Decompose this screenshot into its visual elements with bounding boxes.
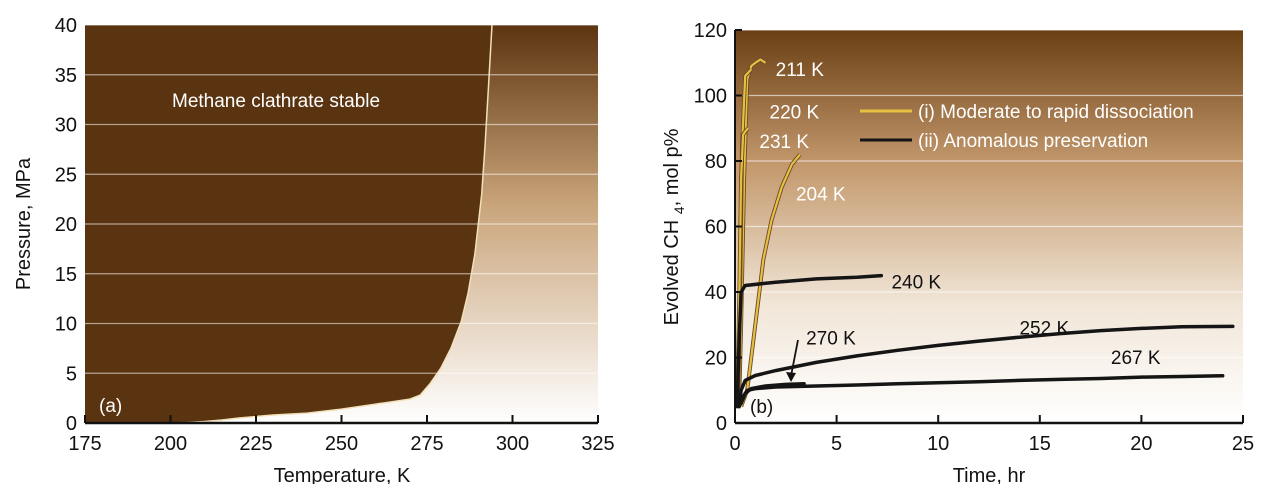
panel-b-y-tick-label: 40 (705, 282, 727, 304)
panel-a-y-tick-label: 0 (66, 413, 77, 435)
curve-label-240k: 240 K (891, 273, 941, 294)
panel-b-y-tick-label: 0 (716, 413, 727, 435)
panel-b-x-tick-label: 0 (729, 433, 740, 455)
panel-a-y-tick-label: 5 (66, 363, 77, 385)
phase-boundary-line (85, 25, 493, 423)
panel-a-x-tick-label: 175 (68, 433, 101, 455)
region-label: Methane clathrate stable (172, 91, 380, 112)
panel-a-y-tick-label: 30 (55, 115, 77, 137)
panel-a-x-tick-label: 250 (325, 433, 358, 455)
panel-a-label: (a) (99, 396, 122, 417)
arrow-270k (790, 339, 799, 377)
panel-b-y-axis-label-text: Evolved CH (661, 220, 683, 326)
panel-b-y-axis-label-rest: , mol p% (661, 128, 683, 206)
panel-a-x-tick-label: 300 (496, 433, 529, 455)
panel-a-y-tick-label: 35 (55, 65, 77, 87)
legend-label-ii: (ii) Anomalous preservation (918, 131, 1148, 152)
legend-label-i: (i) Moderate to rapid dissociation (918, 102, 1194, 123)
panel-b-x-tick-label: 25 (1232, 433, 1254, 455)
panel-b-curve-labels: 211 K 220 K 231 K 204 K 240 K 252 K 267 K 270 K (759, 60, 1161, 369)
panel-a-x-tick-label: 325 (581, 433, 614, 455)
panel-b-x-axis-label: Time, hr (953, 465, 1026, 484)
panel-a-grid (85, 24, 598, 374)
panel-a-x-axis-label: Temperature, K (274, 465, 411, 484)
panel-a-x-tick-label: 225 (239, 433, 272, 455)
panel-b-y-tick-label: 100 (694, 86, 727, 108)
panel-b-x-tick-label: 15 (1029, 433, 1051, 455)
panel-b-y-tick-label: 80 (705, 151, 727, 173)
curve-label-231k: 231 K (759, 132, 809, 153)
panel-b-series (735, 57, 1235, 409)
legend: (i) Moderate to rapid dissociation (ii) … (860, 102, 1194, 152)
panel-a-y-tick-label: 15 (55, 264, 77, 286)
arrow-270k-head (786, 372, 796, 382)
curve-label-211k: 211 K (776, 60, 825, 81)
panel-b-y-tick-label: 120 (694, 20, 727, 42)
panel-b-x-tick-label: 20 (1130, 433, 1152, 455)
panel-b-y-axis-label: Evolved CH 4, mol p% (661, 128, 687, 325)
curve-label-204k: 204 K (796, 184, 846, 205)
panel-a: 175 200 225 250 275 300 325 0 5 10 15 20 25 30 35 40 M… (13, 15, 615, 484)
panel-b-x-tick-label: 10 (927, 433, 949, 455)
panel-a-y-ticks: 0 5 10 15 20 25 30 35 40 (55, 15, 77, 435)
panel-a-x-tick-label: 275 (410, 433, 443, 455)
panel-a-y-tick-label: 10 (55, 314, 77, 336)
panel-a-y-tick-label: 40 (55, 15, 77, 37)
curve-label-220k: 220 K (770, 102, 820, 123)
series-line-252k (737, 324, 1235, 409)
panel-b-y-ticks: 0 20 40 60 80 100 120 (694, 20, 742, 435)
panel-a-x-tick-label: 200 (154, 433, 187, 455)
curve-label-267k: 267 K (1111, 348, 1161, 369)
panel-b-y-tick-label: 60 (705, 217, 727, 239)
series-line-270k (739, 381, 806, 406)
panel-b-x-tick-label: 5 (831, 433, 842, 455)
panel-a-y-tick-label: 20 (55, 214, 77, 236)
panel-a-x-ticks: 175 200 225 250 275 300 325 (68, 415, 615, 455)
panel-b-label: (b) (750, 397, 773, 418)
subscript-4: 4 (671, 206, 687, 214)
panel-b: 211 K 220 K 231 K 204 K 240 K 252 K 267 K 270 K… (661, 20, 1254, 484)
curve-label-252k: 252 K (1019, 319, 1069, 340)
panel-a-y-tick-label: 25 (55, 164, 77, 186)
series-line-240k (735, 273, 884, 409)
curve-label-270k: 270 K (806, 328, 856, 349)
panel-b-y-tick-label: 20 (705, 348, 727, 370)
panel-b-grid (735, 29, 1243, 359)
panel-a-y-axis-label: Pressure, MPa (13, 157, 35, 290)
panel-b-x-ticks: 0 5 10 15 20 25 (729, 415, 1254, 455)
